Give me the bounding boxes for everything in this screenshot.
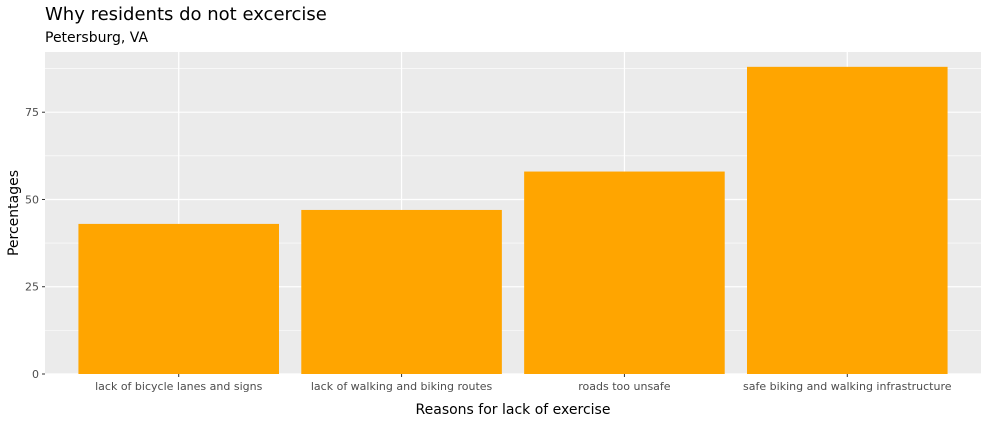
y-axis-title: Percentages [6,170,22,256]
bar [747,66,948,374]
x-tick-label: lack of bicycle lanes and signs [95,380,262,393]
y-tick-label: 75 [25,106,39,119]
x-tick-label: roads too unsafe [578,380,671,393]
chart-subtitle: Petersburg, VA [45,30,148,46]
bar [301,209,502,374]
x-tick-label: safe biking and walking infrastructure [743,380,952,393]
bar [78,223,279,374]
y-axis: 0 25 50 75 [25,106,45,381]
x-axis-title: Reasons for lack of exercise [416,402,611,418]
y-tick-label: 25 [25,281,39,294]
y-tick-label: 0 [32,368,39,381]
y-tick-label: 50 [25,193,39,206]
bar [524,171,725,374]
x-tick-label: lack of walking and biking routes [311,380,493,393]
x-axis: lack of bicycle lanes and signs lack of w… [95,374,952,393]
bars [78,66,948,374]
chart-title: Why residents do not excercise [45,4,327,25]
